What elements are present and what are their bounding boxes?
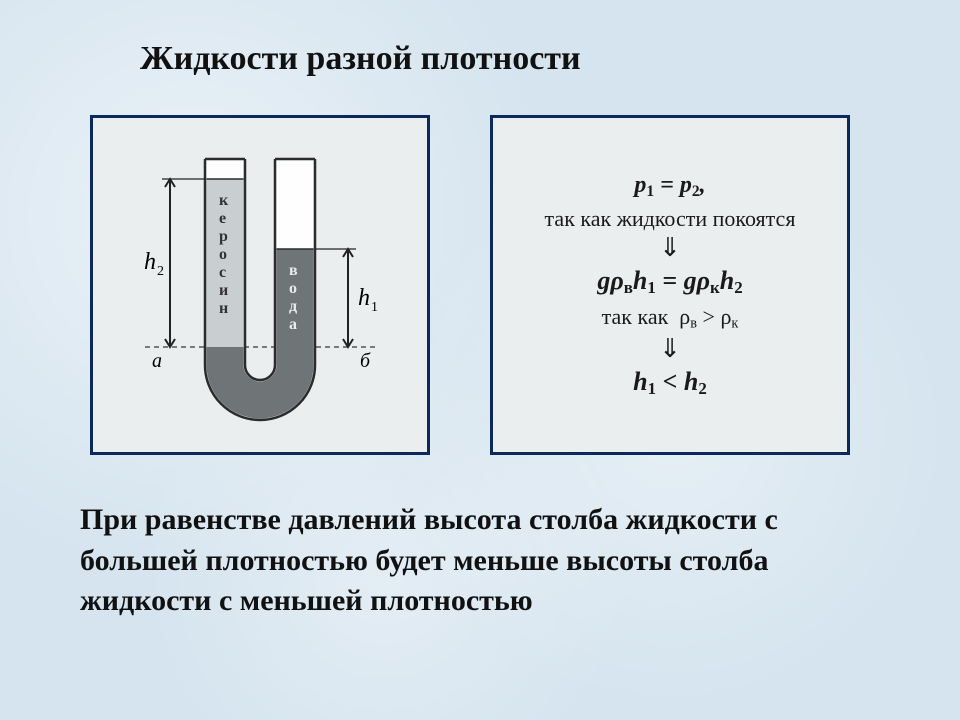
label-a: а: [152, 350, 162, 372]
panels-row: h 2 h 1 а б к е р о с и н в: [90, 115, 850, 455]
svg-text:н: н: [219, 300, 228, 317]
eq-main: gρвh1 = gρкh2: [503, 263, 837, 300]
svg-text:о: о: [289, 280, 297, 297]
page-title: Жидкости разной плотности: [140, 40, 581, 78]
svg-text:о: о: [219, 246, 227, 263]
equations-column: p1 = p2, так как жидкости покоятся ⇓ gρв…: [503, 167, 837, 404]
label-b: б: [360, 350, 371, 372]
utube-panel: h 2 h 1 а б к е р о с и н в: [90, 115, 430, 455]
svg-text:и: и: [219, 282, 228, 299]
svg-text:е: е: [219, 210, 226, 227]
svg-text:в: в: [289, 262, 298, 279]
eq-p1p2: p1 = p2,: [503, 169, 837, 202]
svg-text:с: с: [219, 264, 226, 281]
conclusion-text: При равенстве давлений высота столба жид…: [80, 500, 900, 622]
svg-text:к: к: [219, 192, 229, 209]
eq-reason2: так как ρв > ρк: [503, 302, 837, 334]
label-h2: h: [144, 249, 156, 275]
eq-result: h1 < h2: [503, 364, 837, 401]
svg-text:р: р: [219, 228, 228, 245]
arrow-1: ⇓: [503, 235, 837, 261]
label-h1: h: [358, 285, 370, 311]
svg-text:2: 2: [157, 264, 164, 279]
svg-text:а: а: [289, 316, 297, 333]
arrow-2: ⇓: [503, 336, 837, 362]
eq-reason1: так как жидкости покоятся: [503, 204, 837, 234]
utube-diagram: h 2 h 1 а б к е р о с и н в: [110, 135, 410, 435]
svg-text:д: д: [289, 298, 297, 315]
equations-panel: p1 = p2, так как жидкости покоятся ⇓ gρв…: [490, 115, 850, 455]
svg-text:1: 1: [371, 300, 378, 315]
